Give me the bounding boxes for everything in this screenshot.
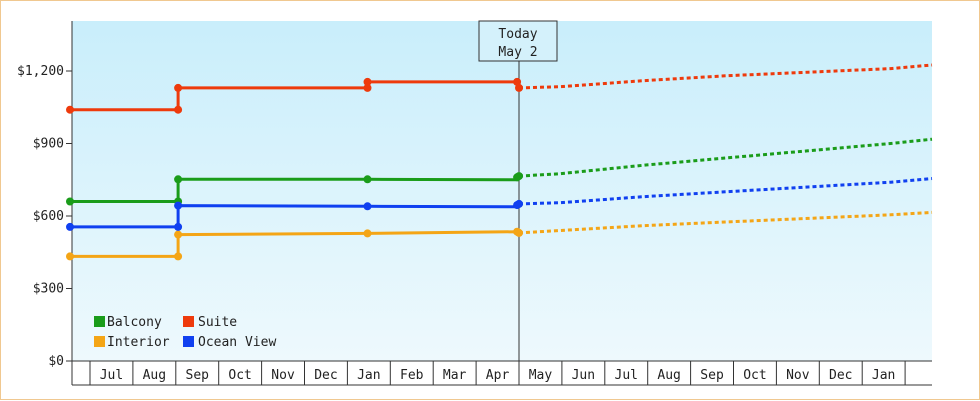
series-line-suite [70, 80, 519, 112]
legend-label-ocean-view: Ocean View [198, 335, 276, 350]
series-point-balcony[interactable] [515, 172, 523, 181]
series-forecast-suite [518, 63, 933, 90]
series-point-interior[interactable] [174, 230, 183, 239]
series-layer [66, 63, 933, 261]
x-tick-label: Jan [872, 368, 895, 383]
x-tick-label: Aug [143, 368, 166, 383]
y-axis-ticks: $0 $300 $600 $900 $1,200 [17, 64, 72, 369]
today-label: Today [498, 27, 537, 42]
y-tick-label: $1,200 [17, 64, 64, 79]
series-point-ocean-view[interactable] [363, 202, 372, 211]
series-point-balcony[interactable] [363, 175, 372, 184]
x-tick-label: Dec [829, 368, 852, 383]
series-balcony [66, 137, 933, 206]
x-tick-label: Jul [615, 368, 638, 383]
legend-label-balcony: Balcony [107, 315, 162, 330]
y-tick-label: $900 [33, 137, 64, 152]
series-forecast-interior [518, 210, 933, 235]
legend-swatch-suite [183, 316, 194, 327]
today-date-label: May 2 [498, 45, 537, 60]
series-point-interior[interactable] [66, 252, 74, 261]
series-point-suite[interactable] [174, 83, 183, 92]
legend-label-suite: Suite [198, 315, 237, 330]
x-tick-label: Jul [100, 368, 123, 383]
x-tick-label: Nov [271, 368, 295, 383]
series-forecast-balcony [518, 137, 933, 178]
series-point-suite[interactable] [174, 105, 183, 114]
legend-swatch-ocean-view [183, 336, 194, 347]
series-forecast-ocean-view [518, 177, 933, 206]
x-axis-ticks: Jul Aug Sep Oct Nov Dec Jan Feb Mar Apr May Jun Jul A… [89, 361, 906, 385]
series-point-suite[interactable] [363, 77, 372, 86]
x-tick-label: Jan [357, 368, 380, 383]
series-point-interior[interactable] [515, 228, 523, 237]
series-point-ocean-view[interactable] [174, 201, 183, 210]
legend-swatch-balcony [94, 316, 105, 327]
series-point-balcony[interactable] [66, 197, 74, 206]
series-point-ocean-view[interactable] [515, 199, 523, 208]
x-tick-label: Sep [186, 368, 210, 383]
legend[interactable]: Balcony Suite Interior Ocean View [94, 315, 276, 350]
y-tick-label: $600 [33, 209, 64, 224]
x-tick-label: Oct [743, 368, 766, 383]
x-tick-label: Nov [786, 368, 810, 383]
x-tick-label: Dec [314, 368, 337, 383]
legend-label-interior: Interior [107, 335, 170, 350]
today-box [478, 20, 558, 62]
series-point-interior[interactable] [174, 252, 183, 261]
x-tick-label: May [529, 368, 553, 383]
series-point-interior[interactable] [363, 229, 372, 238]
plot-background [72, 21, 932, 361]
series-interior [66, 210, 933, 261]
series-suite [66, 63, 933, 114]
series-point-suite[interactable] [66, 105, 74, 114]
x-tick-label: Mar [443, 368, 467, 383]
series-point-ocean-view[interactable] [174, 222, 183, 231]
x-tick-label: Sep [700, 368, 724, 383]
series-point-ocean-view[interactable] [66, 222, 74, 231]
x-tick-label: Oct [228, 368, 251, 383]
legend-swatch-interior [94, 336, 105, 347]
series-point-suite[interactable] [363, 83, 372, 92]
axes [66, 21, 932, 386]
x-tick-label: Apr [486, 368, 510, 383]
series-point-suite[interactable] [513, 77, 522, 86]
series-point-suite[interactable] [515, 83, 523, 92]
series-point-balcony[interactable] [174, 175, 183, 184]
y-tick-label: $0 [48, 354, 64, 369]
series-ocean-view [66, 177, 933, 231]
today-marker: Today May 2 [478, 20, 558, 361]
y-tick-label: $300 [33, 282, 64, 297]
x-tick-label: Jun [572, 368, 595, 383]
x-tick-label: Feb [400, 368, 424, 383]
x-tick-label: Aug [657, 368, 680, 383]
